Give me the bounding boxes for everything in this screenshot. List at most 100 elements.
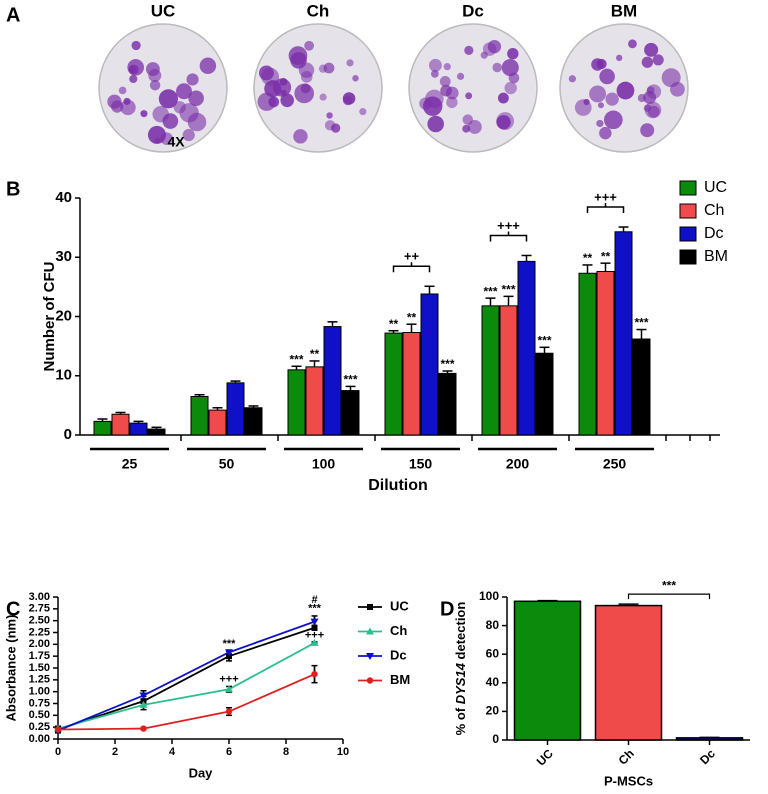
error-bar <box>424 285 435 294</box>
legend-swatch <box>679 226 697 242</box>
y-tick-label: 80 <box>486 618 500 632</box>
significance-label: ** <box>407 310 417 324</box>
colony <box>465 92 473 100</box>
colony <box>131 40 141 51</box>
colony <box>637 94 646 103</box>
colony <box>616 81 635 100</box>
y-tick-label: 1.50 <box>29 662 50 674</box>
error-bar <box>618 603 639 606</box>
colony <box>591 58 604 71</box>
colony <box>199 57 217 75</box>
y-tick-label: 1.75 <box>29 650 50 662</box>
bar <box>208 409 227 436</box>
marker <box>140 725 147 732</box>
y-tick-label: 0 <box>64 426 72 443</box>
colony <box>186 73 199 86</box>
legend-label: BM <box>390 672 410 687</box>
marker <box>225 708 233 715</box>
bar <box>93 420 112 436</box>
colony <box>147 125 166 144</box>
error-bar <box>388 329 399 334</box>
x-tick-label: 50 <box>219 456 235 472</box>
annotation: # <box>311 594 317 606</box>
x-axis-label: Dilution <box>368 477 428 494</box>
colony <box>482 42 497 56</box>
colony <box>319 93 327 101</box>
colony <box>129 74 138 84</box>
marker <box>225 649 233 657</box>
bracket <box>489 231 528 242</box>
y-axis-label-part: % of <box>453 704 468 735</box>
error-bar <box>539 346 550 354</box>
error-bar <box>406 323 417 333</box>
significance-label: ** <box>601 249 611 263</box>
error-bar <box>115 411 126 415</box>
y-tick-label: 0 <box>492 732 499 746</box>
error-bar <box>309 360 320 367</box>
colony <box>589 85 607 103</box>
legend-label: Ch <box>704 202 724 219</box>
annotation: +++ <box>219 674 238 686</box>
y-tick-label: 2.25 <box>29 626 50 638</box>
error-bar <box>537 599 558 602</box>
x-axis-label: Day <box>189 765 214 780</box>
bracket-line <box>586 203 625 214</box>
colony <box>182 128 195 142</box>
colony <box>456 72 465 80</box>
legend-marker <box>367 604 373 610</box>
x-tick-label: 8 <box>283 746 289 758</box>
colony <box>359 108 367 116</box>
colony <box>323 62 335 74</box>
colony <box>257 92 276 111</box>
colony <box>439 76 451 87</box>
error-bar <box>345 385 356 391</box>
colony <box>304 40 314 51</box>
error-bar <box>636 328 647 340</box>
legend-marker <box>366 653 374 660</box>
legend-swatch <box>679 180 697 196</box>
colony <box>430 70 439 78</box>
image-label: Dc <box>462 1 484 20</box>
marker <box>225 685 233 693</box>
y-tick-label: 60 <box>486 646 500 660</box>
bracket <box>392 262 431 273</box>
bar <box>323 326 342 436</box>
error-bar <box>212 406 223 411</box>
colony <box>670 81 685 97</box>
bar <box>675 737 744 741</box>
y-axis-label: % of DYS14 detection <box>453 602 468 736</box>
colony <box>597 102 604 109</box>
x-tick-label: 150 <box>409 456 433 472</box>
y-tick-label: 2.75 <box>29 603 50 615</box>
colony <box>187 112 207 132</box>
magnification-label: 4X <box>167 134 185 150</box>
legend-label: UC <box>704 179 727 196</box>
y-tick-label: 0.25 <box>29 721 50 733</box>
x-tick-label: 200 <box>506 456 530 472</box>
line <box>57 626 315 731</box>
x-tick-label: 2 <box>112 746 118 758</box>
y-tick-label: 40 <box>486 675 500 689</box>
bar <box>287 369 306 436</box>
bar <box>481 305 500 436</box>
significance-label: ** <box>310 347 320 361</box>
y-tick-label: 0.75 <box>29 697 50 709</box>
significance-label: *** <box>483 284 497 298</box>
image-label: BM <box>611 1 637 20</box>
bar <box>384 332 403 436</box>
x-tick-label: UC <box>534 746 556 768</box>
bar <box>305 366 324 436</box>
x-tick-label: 250 <box>603 456 627 472</box>
error-bar <box>442 370 453 374</box>
bar <box>129 422 148 436</box>
bar <box>190 395 209 436</box>
colony <box>504 81 517 95</box>
colony <box>628 39 637 49</box>
y-tick-label: 40 <box>55 189 72 206</box>
annotation: *** <box>308 602 322 614</box>
panel-label: D <box>440 598 454 620</box>
bar <box>614 231 633 436</box>
marker <box>310 638 319 646</box>
significance-label: *** <box>440 357 454 371</box>
